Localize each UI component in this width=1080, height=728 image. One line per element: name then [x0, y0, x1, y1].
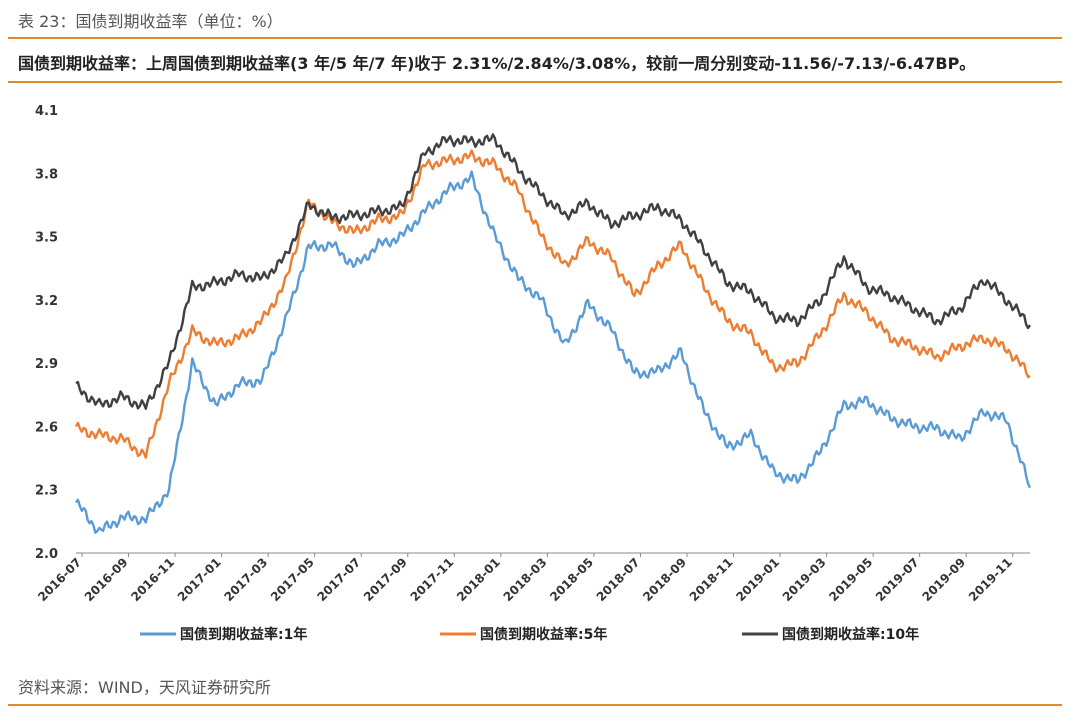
x-tick-label: 2019-09	[919, 555, 968, 604]
x-tick-label: 2017-07	[314, 555, 363, 604]
y-tick-label: 2.6	[35, 420, 58, 435]
x-tick-label: 2018-01	[454, 555, 503, 604]
legend-label: 国债到期收益率:1年	[180, 626, 307, 643]
series-line-0	[75, 170, 1032, 534]
legend-label: 国债到期收益率:10年	[782, 626, 919, 643]
top-rule	[8, 37, 1062, 39]
x-tick-label: 2019-03	[780, 555, 829, 604]
x-tick-label: 2017-03	[221, 555, 270, 604]
x-tick-label: 2016-11	[128, 555, 177, 604]
y-tick-label: 2.0	[35, 547, 58, 562]
x-tick-label: 2018-09	[640, 555, 689, 604]
y-tick-label: 4.1	[35, 104, 58, 119]
x-tick-label: 2018-07	[594, 555, 643, 604]
x-tick-label: 2019-11	[966, 555, 1015, 604]
x-tick-label: 2019-05	[826, 555, 875, 604]
y-tick-label: 3.2	[35, 294, 58, 309]
x-tick-label: 2019-01	[733, 555, 782, 604]
legend-label: 国债到期收益率:5年	[480, 626, 607, 643]
x-tick-label: 2018-11	[687, 555, 736, 604]
x-tick-label: 2017-11	[408, 555, 457, 604]
x-tick-label: 2018-05	[547, 555, 596, 604]
y-tick-label: 3.5	[35, 231, 58, 246]
y-tick-label: 2.3	[35, 484, 58, 499]
x-tick-label: 2016-09	[82, 555, 131, 604]
x-tick-label: 2018-03	[501, 555, 550, 604]
x-tick-label: 2017-05	[268, 555, 317, 604]
yield-line-chart: 2.02.32.62.93.23.53.84.12016-072016-0920…	[35, 104, 1032, 643]
bottom-rule	[8, 704, 1062, 706]
x-tick-label: 2017-01	[175, 555, 224, 604]
x-tick-label: 2016-07	[35, 555, 84, 604]
legend: 国债到期收益率:1年 国债到期收益率:5年 国债到期收益率:10年	[140, 626, 919, 643]
y-tick-label: 2.9	[35, 357, 58, 372]
chart-subtitle: 国债到期收益率：上周国债到期收益率(3 年/5 年/7 年)收于 2.31%/2…	[18, 54, 976, 73]
series-lines	[74, 133, 1032, 534]
x-tick-label: 2019-07	[873, 555, 922, 604]
subtitle-rule	[8, 81, 1062, 83]
x-tick-label: 2017-09	[361, 555, 410, 604]
series-line-1	[74, 149, 1031, 459]
series-line-2	[75, 133, 1031, 410]
source-note: 资料来源：WIND，天风证券研究所	[18, 678, 271, 697]
y-tick-label: 3.8	[35, 167, 58, 182]
caption: 表 23：国债到期收益率（单位：%）	[18, 12, 283, 31]
